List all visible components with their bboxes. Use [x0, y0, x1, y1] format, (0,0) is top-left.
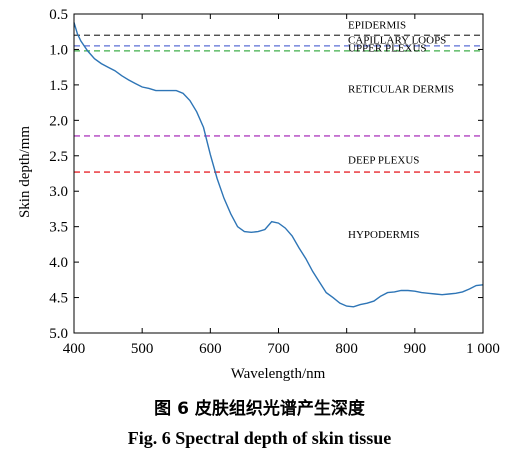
- skin-depth-chart: 400 500 600 700 800 900 1 000 0.5 1.0 1.5 2.0 2.5 3.…: [17, 7, 500, 382]
- y-tick-label-6: 3.5: [49, 220, 68, 236]
- y-tick-label-9: 5.0: [49, 326, 68, 342]
- x-tick-label-2: 600: [199, 341, 222, 357]
- series-line-0: [73, 22, 484, 308]
- layer-label-3: RETICULAR DERMIS: [348, 83, 454, 95]
- y-tick-label-2: 1.5: [49, 78, 68, 94]
- layer-label-4: DEEP PLEXUS: [348, 154, 419, 166]
- y-tick-label-8: 4.5: [49, 291, 68, 307]
- y-tick-label-4: 2.5: [49, 149, 68, 165]
- spectral-curve: [73, 22, 484, 308]
- layer-label-5: HYPODERMIS: [348, 229, 420, 241]
- y-tick-label-5: 3.0: [49, 184, 68, 200]
- x-tick-label-4: 800: [335, 341, 358, 357]
- y-tick-label-7: 4.0: [49, 255, 68, 271]
- reference-lines: [74, 34, 483, 173]
- axes: [73, 13, 484, 334]
- y-tick-label-3: 2.0: [49, 113, 68, 129]
- x-tick-label-1: 500: [131, 341, 154, 357]
- plot-frame: [73, 13, 484, 334]
- y-tick-label-0: 0.5: [49, 7, 68, 23]
- x-tick-label-0: 400: [63, 341, 86, 357]
- x-tick-label-6: 1 000: [466, 341, 500, 357]
- layer-label-0: EPIDERMIS: [348, 20, 406, 32]
- caption-english: Fig. 6 Spectral depth of skin tissue: [127, 428, 392, 448]
- x-axis-label: Wavelength/nm: [231, 366, 326, 382]
- x-tick-label-5: 900: [404, 341, 427, 357]
- layer-label-2: UPPER PLEXUS: [348, 42, 427, 54]
- y-axis-label: Skin depth/mm: [17, 126, 33, 218]
- caption-chinese: 图 6 皮肤组织光谱产生深度: [154, 399, 365, 419]
- x-tick-label-3: 700: [267, 341, 290, 357]
- tick-labels: 400 500 600 700 800 900 1 000 0.5 1.0 1.5 2.0 2.5 3.…: [49, 7, 500, 357]
- y-tick-label-1: 1.0: [49, 42, 68, 58]
- layer-label-1: CAPILLARY LOOPS: [348, 35, 446, 47]
